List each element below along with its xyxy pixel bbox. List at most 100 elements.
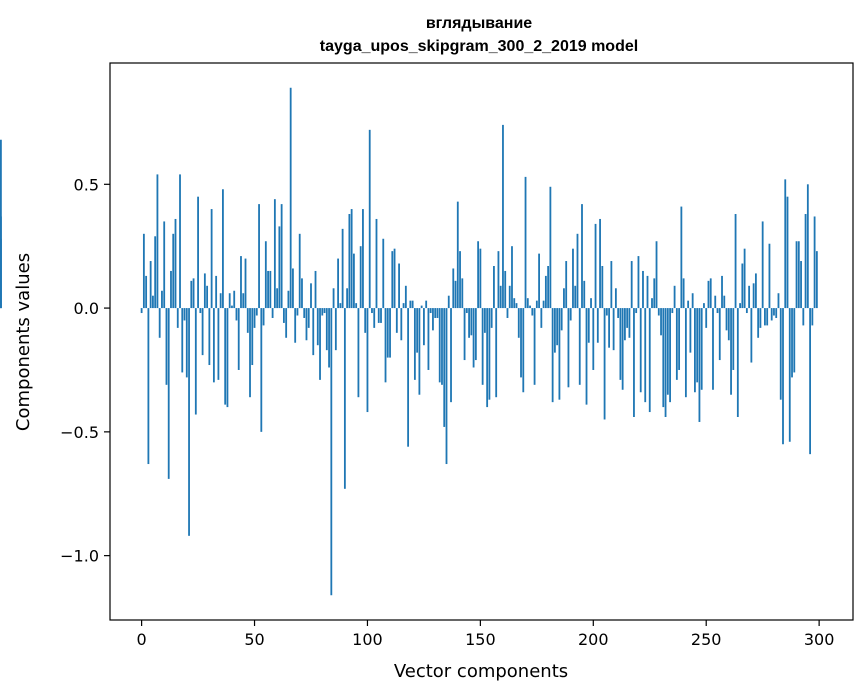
bar-257 — [721, 275, 723, 309]
bar-101 — [368, 129, 371, 309]
bar-112 — [393, 248, 396, 309]
bar-105 — [377, 308, 380, 323]
bar-199 — [590, 298, 592, 309]
bar-243 — [689, 308, 692, 353]
bar-283 — [779, 308, 782, 400]
bar-217 — [630, 261, 633, 309]
bar-17 — [179, 174, 181, 309]
bar-259 — [725, 308, 728, 331]
bar-246 — [696, 308, 699, 383]
bar-222 — [642, 270, 644, 309]
bar-117 — [404, 285, 407, 309]
bar-107 — [382, 238, 385, 309]
bar-0 — [140, 308, 143, 314]
bar-24 — [194, 308, 197, 415]
bar-128 — [429, 308, 432, 314]
bar-286 — [786, 196, 789, 309]
bar-276 — [764, 308, 766, 326]
bar-293 — [802, 308, 805, 326]
bar-270 — [750, 308, 753, 363]
bar-137 — [450, 308, 452, 403]
bar-63 — [282, 308, 285, 323]
bar-77 — [314, 270, 317, 309]
bar-96 — [357, 308, 360, 398]
bar-100 — [366, 308, 369, 413]
bar-98 — [362, 209, 364, 309]
bar-95 — [355, 303, 358, 309]
bar-215 — [626, 308, 629, 328]
bar-145 — [468, 308, 470, 338]
bar-187 — [563, 288, 565, 309]
bar-10 — [163, 221, 166, 309]
bar-135 — [445, 308, 448, 465]
bar-19 — [183, 308, 186, 321]
bar-133 — [441, 308, 443, 385]
bar-130 — [434, 308, 437, 318]
x-tick-label: 0 — [137, 630, 147, 649]
bar-177 — [540, 308, 543, 328]
bar-211 — [617, 308, 620, 318]
bar-271 — [752, 283, 755, 309]
bar-204 — [601, 266, 604, 309]
bar-110 — [389, 308, 391, 358]
y-tick-label: 0.5 — [74, 175, 99, 194]
bar-232 — [664, 308, 667, 417]
bar-138 — [452, 268, 455, 309]
bar-47 — [246, 308, 249, 333]
bar-238 — [678, 308, 681, 370]
bar-233 — [666, 308, 669, 395]
x-tick-label: 200 — [578, 630, 609, 649]
bar-119 — [409, 300, 412, 309]
bar-73 — [305, 308, 308, 341]
bar-260 — [727, 308, 730, 341]
bar-234 — [669, 308, 671, 403]
bar-181 — [549, 186, 552, 309]
bar-41 — [233, 290, 236, 309]
bar-80 — [321, 308, 324, 316]
bar-236 — [673, 285, 676, 309]
bar-35 — [219, 293, 222, 309]
bar-255 — [716, 308, 719, 314]
bar-134 — [443, 308, 446, 427]
y-axis-label: Components values — [13, 253, 34, 431]
bar-144 — [465, 308, 468, 314]
bar-60 — [276, 288, 279, 309]
bar-167 — [517, 308, 520, 338]
bar-184 — [556, 308, 559, 346]
bar-68 — [294, 308, 297, 343]
bar-28 — [203, 273, 206, 309]
bar-142 — [461, 278, 464, 309]
bar-223 — [644, 308, 647, 403]
bar-111 — [391, 251, 394, 309]
bar-221 — [639, 308, 642, 393]
bars-group — [0, 87, 818, 596]
bar-295 — [806, 184, 809, 309]
bar-149 — [477, 241, 480, 309]
bar-141 — [459, 251, 461, 309]
bar-14 — [172, 233, 175, 309]
bar-158 — [497, 251, 500, 309]
bar-48 — [249, 308, 251, 398]
bar-26 — [199, 308, 202, 314]
bar-249 — [703, 303, 705, 309]
bar-61 — [278, 226, 281, 309]
bar-81 — [323, 308, 326, 314]
bar-147 — [472, 308, 475, 368]
bar-268 — [745, 308, 748, 314]
bar-64 — [285, 308, 288, 338]
bar-176 — [538, 253, 540, 309]
bar-118 — [407, 308, 410, 447]
bar-106 — [380, 308, 382, 323]
bar-159 — [499, 285, 502, 309]
bar-89 — [341, 228, 344, 309]
bar-11 — [165, 308, 168, 385]
bar-34 — [217, 308, 220, 380]
bar-202 — [596, 308, 599, 343]
bar-291 — [797, 241, 800, 309]
bar-162 — [506, 308, 509, 318]
bar-69 — [296, 308, 299, 316]
bar-180 — [547, 266, 550, 309]
bar-82 — [325, 308, 328, 351]
bar-154 — [488, 308, 491, 400]
bar-247 — [698, 308, 701, 422]
